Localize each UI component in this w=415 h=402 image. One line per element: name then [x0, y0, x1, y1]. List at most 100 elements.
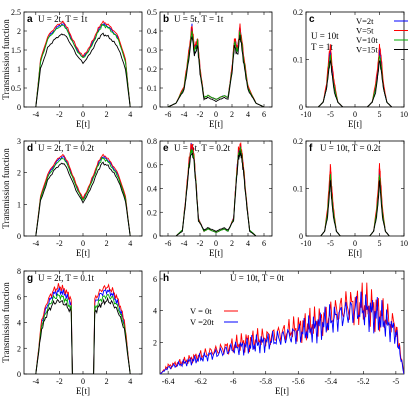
x-tick-label: -4	[32, 110, 39, 119]
plot-frame	[159, 11, 273, 108]
y-tick-label: 6	[153, 275, 157, 284]
y-tick-label: 0.5	[147, 8, 157, 17]
x-tick-label: -6.2	[194, 377, 207, 386]
x-tick-label: -10	[301, 239, 312, 248]
x-tick-label: 0	[214, 110, 218, 119]
x-tick-label: 4	[128, 239, 132, 248]
x-axis-label: E[t]	[76, 386, 90, 396]
series-line	[167, 23, 265, 107]
panel-label: e	[163, 143, 169, 154]
series-line	[167, 30, 265, 107]
y-tick-label: 0	[153, 232, 157, 241]
y-tick-label: 0.1	[293, 56, 303, 65]
x-axis-label: E[t]	[209, 248, 223, 258]
y-tick-label: 1	[17, 200, 21, 209]
x-tick-label: 2	[230, 239, 234, 248]
y-tick-label: 1.5	[11, 46, 21, 55]
panel-a: -4 -2 0 2 4 0 0.5 1 1.5 2 2.5 E[t] Transmission func…	[1, 8, 143, 129]
panel-label: c	[309, 14, 315, 25]
x-tick-label: 0	[81, 110, 85, 119]
panel-f: -10 -5 0 5 10 0 0.1 0.2 E[t] f U = 10t, T = 0.2t	[293, 137, 408, 258]
series-line	[167, 23, 265, 107]
panel-h: -6.4 -6.2 -6 -5.8 -5.6 -5.4 -5.2 -5 2 4 6 E[t] h U = …	[153, 270, 405, 396]
x-tick-label: -6	[165, 239, 172, 248]
x-tick-label: -5	[393, 377, 400, 386]
x-tick-label: -2	[56, 377, 63, 386]
x-tick-label: -5.4	[324, 377, 337, 386]
series-line	[167, 34, 265, 107]
series-line	[35, 161, 131, 236]
panel-b: -6 -4 -2 0 2 4 6 0 0.1 0.2 0.3 0.4 0.5 E[t] b U = 5t, T…	[147, 8, 273, 129]
x-tick-label: -5	[327, 110, 334, 119]
series-group	[175, 142, 257, 236]
series-line	[317, 54, 393, 107]
x-tick-label: -2	[197, 110, 204, 119]
x-axis-label: E[t]	[348, 119, 362, 129]
panel-e: -6 -4 -2 0 2 4 6 0 0.2 0.4 0.6 0.8 E[t] e U = 5t, T = …	[147, 137, 273, 258]
x-tick-label: -4	[32, 239, 39, 248]
x-tick-label: -2	[197, 239, 204, 248]
y-tick-label: 0.6	[147, 161, 157, 170]
x-tick-label: 2	[230, 110, 234, 119]
series-line	[35, 286, 131, 374]
plot-frame	[305, 11, 405, 108]
y-tick-label: 0.2	[293, 8, 303, 17]
y-tick-label: 0.1	[293, 185, 303, 194]
x-tick-label: -2	[56, 110, 63, 119]
panel-d: -4 -2 0 2 4 0 1 2 3 E[t] Transmission function d U =…	[1, 137, 143, 258]
x-tick-label: -5.8	[259, 377, 272, 386]
series-line	[160, 291, 404, 374]
x-tick-label: 5	[378, 110, 382, 119]
y-tick-label: 2	[17, 27, 21, 36]
series-line	[175, 150, 257, 236]
x-tick-label: 10	[400, 239, 408, 248]
y-tick-label: 0	[299, 103, 303, 112]
series-group	[35, 153, 131, 236]
x-tick-label: 4	[128, 110, 132, 119]
series-line	[35, 23, 131, 107]
series-line	[35, 32, 131, 107]
plot-frame	[305, 140, 405, 237]
x-tick-label: 10	[400, 110, 408, 119]
series-line	[320, 163, 390, 236]
legend: V = 0tV =20t	[190, 306, 238, 327]
series-group	[160, 282, 404, 374]
y-tick-label: 0.2	[147, 65, 157, 74]
legend-label: V=5t	[356, 26, 374, 36]
plot-frame	[159, 140, 273, 237]
panel-annotation: T = 1t	[311, 42, 333, 52]
x-tick-label: 6	[262, 239, 266, 248]
panel-label: d	[27, 143, 33, 154]
legend-label: V=10t	[356, 35, 378, 45]
x-tick-label: 0	[353, 239, 357, 248]
y-tick-label: 0	[17, 232, 21, 241]
x-tick-label: -6.4	[162, 377, 175, 386]
x-tick-label: -2	[56, 239, 63, 248]
panel-annotation: U = 5t, T = 0.2t	[174, 143, 231, 153]
x-axis-label: E[t]	[76, 119, 90, 129]
panel-label: b	[163, 14, 169, 25]
x-axis-label: E[t]	[275, 386, 289, 396]
panel-label: a	[27, 14, 33, 25]
y-tick-label: 0.4	[147, 185, 157, 194]
x-tick-label: -4	[181, 110, 188, 119]
series-line	[35, 283, 131, 374]
plot-frame	[159, 270, 405, 375]
y-axis-label: Transmission function	[1, 282, 11, 363]
y-tick-label: 0	[299, 232, 303, 241]
x-axis-label: E[t]	[209, 119, 223, 129]
panel-annotation: U = 2t, T = 0.1t	[38, 273, 95, 283]
panel-annotation: U = 2t, T = 0.2t	[38, 143, 95, 153]
x-tick-label: -6	[165, 110, 172, 119]
series-group	[35, 283, 131, 374]
legend-label: V=2t	[356, 16, 374, 26]
y-tick-label: 0.1	[147, 84, 157, 93]
y-tick-label: 2	[17, 169, 21, 178]
y-tick-label: 0	[153, 103, 157, 112]
x-tick-label: -5.6	[292, 377, 305, 386]
legend-label: V =20t	[190, 317, 214, 327]
series-group	[317, 43, 393, 107]
series-group	[320, 163, 390, 236]
